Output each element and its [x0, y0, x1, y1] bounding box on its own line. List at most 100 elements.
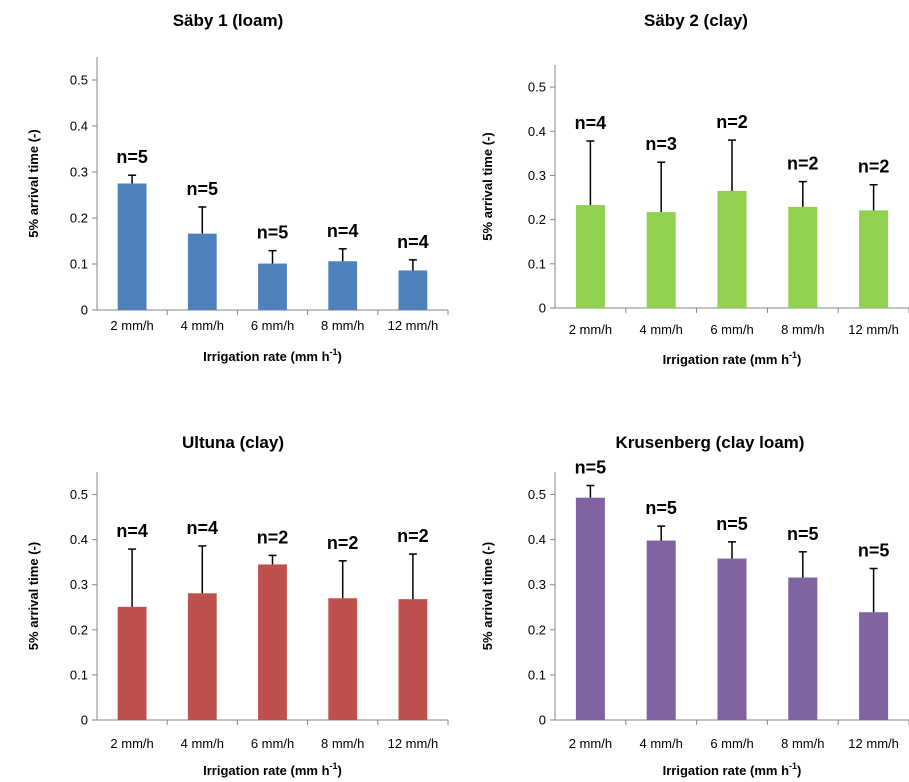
y-tick-label: 0: [539, 713, 546, 728]
n-label: n=5: [257, 223, 289, 243]
chart-title: Säby 2 (clay): [644, 11, 748, 30]
bar: [788, 206, 818, 308]
x-tick-label: 4 mm/h: [640, 322, 683, 337]
x-tick-label: 6 mm/h: [710, 736, 753, 751]
bar: [398, 270, 428, 310]
n-label: n=2: [716, 112, 748, 132]
chart-panel-1: Säby 1 (loam) 0 0.1 0.2 0.3 0.4 0.5 5% arrival …: [26, 11, 449, 364]
bar: [328, 598, 358, 720]
bar: [258, 263, 287, 310]
bar: [117, 606, 147, 720]
y-tick-label: 0.5: [70, 487, 88, 502]
x-tick-label: 6 mm/h: [251, 736, 294, 751]
y-axis-label: 5% arrival time (-): [26, 129, 41, 237]
chart-panel-4: Krusenberg (clay loam) 0 0.1 0.2 0.3 0.4 0.5 5%…: [480, 433, 909, 778]
x-tick-label: 2 mm/h: [110, 736, 153, 751]
n-label: n=2: [257, 527, 289, 547]
y-tick-label: 0: [539, 301, 546, 316]
y-tick-label: 0.3: [528, 577, 546, 592]
y-tick-label: 0.3: [70, 165, 88, 180]
bar: [859, 210, 889, 308]
bar: [187, 593, 217, 720]
chart-title: Ultuna (clay): [182, 433, 284, 452]
y-tick-label: 0.1: [70, 257, 88, 272]
x-tick-label: 8 mm/h: [321, 318, 364, 333]
y-tick-label: 0.5: [528, 487, 546, 502]
y-tick-label: 0.2: [70, 622, 88, 637]
n-label: n=4: [397, 232, 429, 252]
chart-title: Säby 1 (loam): [173, 11, 284, 30]
x-tick-label: 2 mm/h: [569, 322, 612, 337]
y-tick-label: 0.3: [70, 577, 88, 592]
bar: [859, 612, 889, 720]
n-label: n=5: [858, 540, 890, 560]
y-tick-label: 0.4: [528, 124, 546, 139]
y-tick-label: 0: [81, 713, 88, 728]
y-tick-label: 0.4: [70, 119, 88, 134]
n-label: n=2: [858, 157, 890, 177]
x-tick-label: 12 mm/h: [848, 736, 899, 751]
n-label: n=4: [187, 518, 219, 538]
x-tick-label: 2 mm/h: [110, 318, 153, 333]
bar: [646, 212, 676, 308]
chart-panel-2: Säby 2 (clay) 0 0.1 0.2 0.3 0.4 0.5 5% arrival …: [480, 11, 909, 367]
x-tick-label: 8 mm/h: [781, 736, 824, 751]
bar: [788, 577, 818, 720]
x-axis-label: Irrigation rate (mm h-1): [203, 761, 342, 778]
y-tick-label: 0.5: [70, 73, 88, 88]
chart-title: Krusenberg (clay loam): [616, 433, 805, 452]
bar: [187, 233, 217, 310]
x-tick-label: 8 mm/h: [781, 322, 824, 337]
n-label: n=4: [116, 521, 148, 541]
chart-panel-3: Ultuna (clay) 0 0.1 0.2 0.3 0.4 0.5 5% arrival …: [26, 433, 449, 778]
x-axis-label: Irrigation rate (mm h-1): [203, 347, 342, 364]
y-axis-label: 5% arrival time (-): [480, 132, 495, 240]
x-axis-label: Irrigation rate (mm h-1): [663, 761, 802, 778]
bar: [398, 599, 428, 720]
y-tick-label: 0.2: [528, 212, 546, 227]
y-tick-label: 0: [81, 303, 88, 318]
bar: [717, 190, 747, 308]
n-label: n=5: [716, 514, 748, 534]
x-tick-label: 12 mm/h: [848, 322, 899, 337]
y-tick-label: 0.3: [528, 168, 546, 183]
bar: [646, 540, 676, 720]
y-tick-label: 0.4: [70, 532, 88, 547]
x-axis-label: Irrigation rate (mm h-1): [663, 350, 802, 367]
n-label: n=3: [645, 134, 677, 154]
bar: [117, 183, 147, 310]
x-tick-label: 6 mm/h: [710, 322, 753, 337]
x-tick-label: 4 mm/h: [181, 736, 224, 751]
bar: [258, 564, 287, 720]
x-tick-label: 4 mm/h: [640, 736, 683, 751]
y-tick-label: 0.2: [70, 211, 88, 226]
x-tick-label: 2 mm/h: [569, 736, 612, 751]
n-label: n=5: [575, 458, 607, 478]
y-tick-label: 0.1: [528, 256, 546, 271]
y-tick-label: 0.1: [70, 667, 88, 682]
n-label: n=2: [397, 526, 429, 546]
bar: [575, 205, 605, 308]
y-tick-label: 0.5: [528, 80, 546, 95]
x-tick-label: 12 mm/h: [388, 318, 439, 333]
n-label: n=2: [787, 154, 819, 174]
y-tick-label: 0.4: [528, 532, 546, 547]
n-label: n=5: [645, 498, 677, 518]
n-label: n=5: [187, 179, 219, 199]
bar: [328, 261, 358, 310]
y-axis-label: 5% arrival time (-): [26, 542, 41, 650]
n-label: n=4: [327, 221, 359, 241]
y-tick-label: 0.2: [528, 622, 546, 637]
n-label: n=5: [116, 147, 148, 167]
bar: [717, 558, 747, 720]
n-label: n=2: [327, 533, 359, 553]
x-tick-label: 12 mm/h: [388, 736, 439, 751]
n-label: n=5: [787, 524, 819, 544]
x-tick-label: 6 mm/h: [251, 318, 294, 333]
bar: [575, 497, 605, 720]
y-axis-label: 5% arrival time (-): [480, 542, 495, 650]
y-tick-label: 0.1: [528, 667, 546, 682]
x-tick-label: 8 mm/h: [321, 736, 364, 751]
n-label: n=4: [575, 113, 607, 133]
